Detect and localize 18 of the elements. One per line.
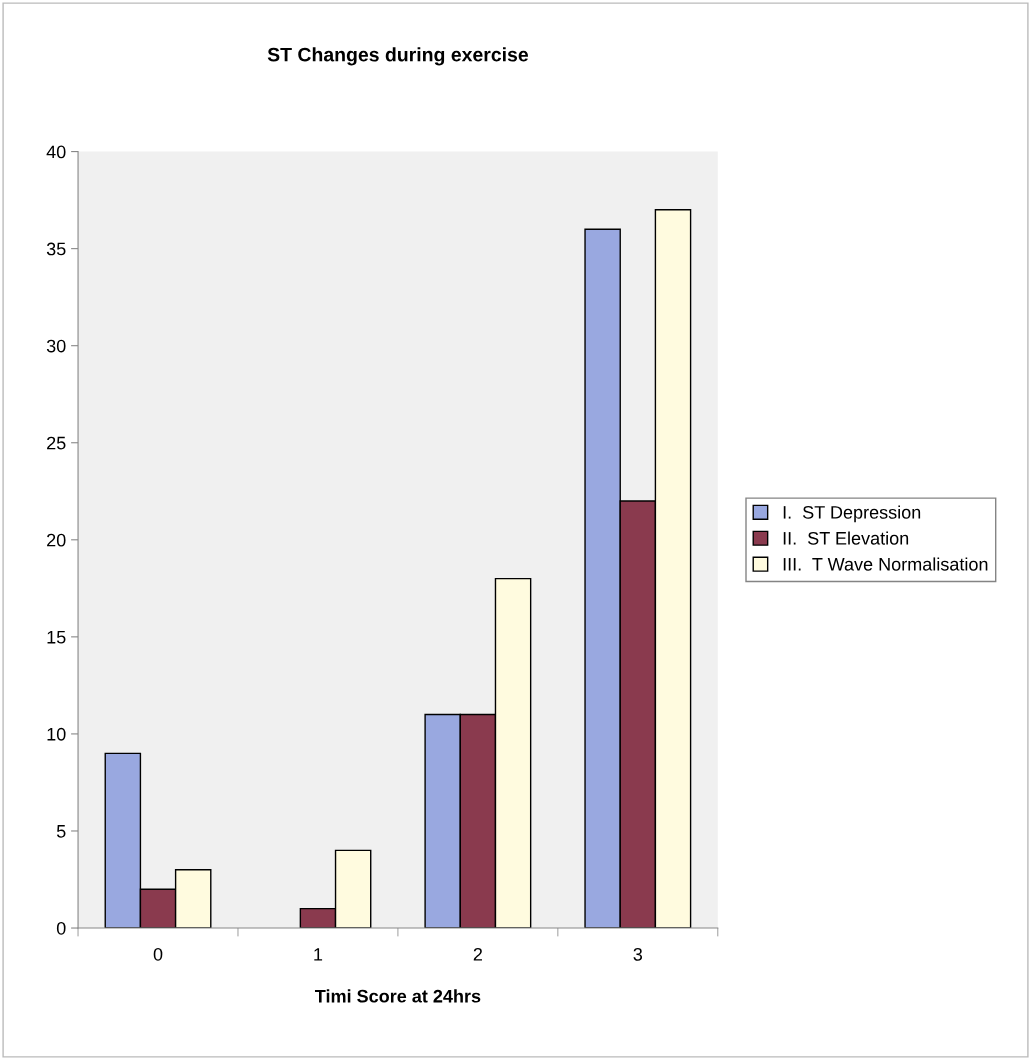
y-tick-label: 30 bbox=[46, 339, 66, 353]
x-tick-label: 2 bbox=[473, 947, 482, 961]
x-tick-label: 1 bbox=[314, 948, 323, 961]
y-tick-label: 5 bbox=[56, 825, 66, 838]
x-tick-label: 3 bbox=[633, 947, 643, 961]
y-tick-label: 25 bbox=[47, 436, 66, 450]
y-tick-label: 20 bbox=[47, 533, 66, 547]
legend-label: II. ST Elevation bbox=[783, 531, 909, 545]
y-tick-label: 35 bbox=[46, 242, 66, 256]
legend-label: I. ST Depression bbox=[783, 505, 921, 523]
y-tick-label: 40 bbox=[46, 145, 66, 159]
y-tick-label: 0 bbox=[56, 921, 66, 935]
x-tick-label: 0 bbox=[153, 947, 163, 961]
chart-title: ST Changes during exercise bbox=[267, 47, 529, 66]
y-tick-label: 15 bbox=[47, 630, 66, 644]
legend-label: III. T Wave Normalisation bbox=[783, 557, 988, 571]
x-axis-title: Timi Score at 24hrs bbox=[314, 989, 481, 1003]
y-tick-label: 10 bbox=[47, 727, 66, 741]
